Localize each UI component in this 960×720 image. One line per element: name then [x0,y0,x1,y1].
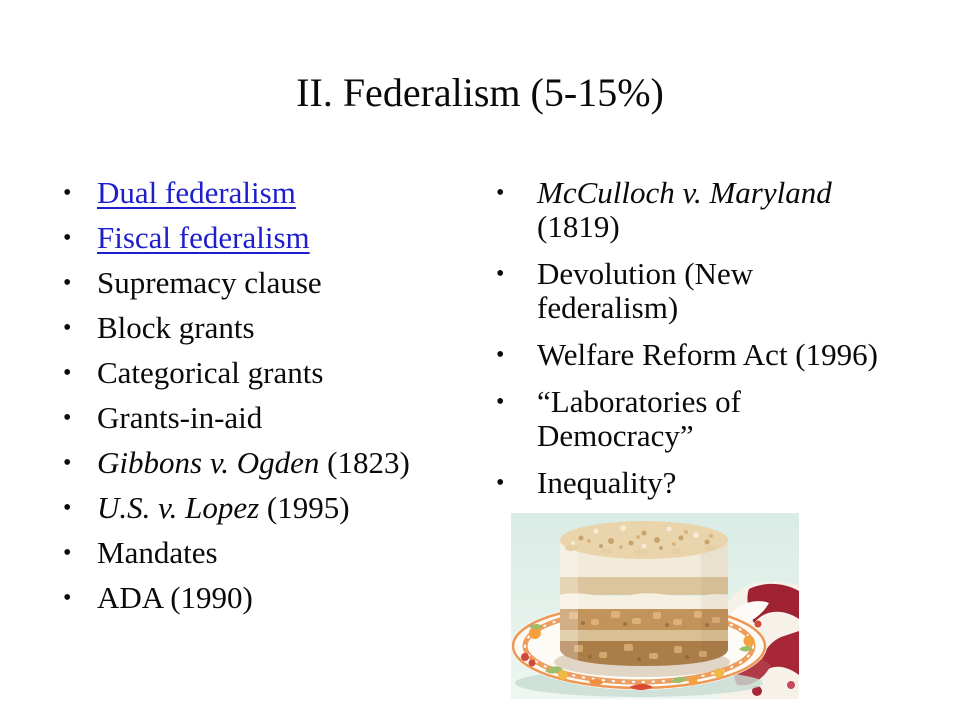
list-item-text: Gibbons v. Ogden (1823) [97,446,486,480]
text-run: Gibbons v. Ogden [97,445,320,480]
text-run: Grants-in-aid [97,400,263,435]
text-run: federalism) [537,290,679,325]
list-item-text: Mandates [97,536,486,570]
cake [560,521,728,666]
list-item-text: McCulloch v. Maryland (1819) [537,176,910,244]
list-item: • Dual federalism [62,176,486,210]
cake-crumble-top [560,521,728,559]
text-run: Devolution (New [537,256,754,291]
bullet-icon: • [496,342,505,368]
list-item: • U.S. v. Lopez (1995) [62,491,486,525]
text-run: Democracy” [537,418,694,453]
bullet-icon: • [63,495,72,521]
bullet-icon: • [63,270,72,296]
text-run: (1823) [319,445,410,480]
text-run: (1819) [537,209,620,244]
list-item-text: Supremacy clause [97,266,486,300]
list-item: • Categorical grants [62,356,486,390]
list-item-text: U.S. v. Lopez (1995) [97,491,486,525]
list-item: • Supremacy clause [62,266,486,300]
list-item: • ADA (1990) [62,581,486,615]
bullet-icon: • [63,450,72,476]
list-item: • Inequality? [495,466,910,500]
bullet-icon: • [63,360,72,386]
bullet-list-left: • Dual federalism • Fiscal federalism • Supre… [62,176,486,626]
text-run: U.S. v. Lopez [97,490,260,525]
link-dual-federalism[interactable]: Dual federalism [97,175,296,210]
list-item-text: Block grants [97,311,486,345]
text-run: Block grants [97,310,255,345]
bullet-icon: • [496,180,505,206]
text-run: (1995) [259,490,350,525]
list-item-text: Fiscal federalism [97,221,486,255]
list-item: • Grants-in-aid [62,401,486,435]
link-fiscal-federalism[interactable]: Fiscal federalism [97,220,310,255]
list-item-text: Grants-in-aid [97,401,486,435]
bullet-icon: • [496,470,505,496]
bullet-icon: • [63,585,72,611]
bullet-list-right: • McCulloch v. Maryland (1819) • Devolution … [495,176,910,513]
slide-title: II. Federalism (5-15%) [296,70,664,115]
list-item: • Fiscal federalism [62,221,486,255]
list-item: • Gibbons v. Ogden (1823) [62,446,486,480]
text-run: ADA (1990) [97,580,253,615]
plate-motifs [521,620,762,690]
list-item-text: Welfare Reform Act (1996) [537,338,910,372]
list-item-text: Categorical grants [97,356,486,390]
list-item: • Welfare Reform Act (1996) [495,338,910,372]
bullet-icon: • [63,315,72,341]
bullet-icon: • [63,405,72,431]
list-item-text: ADA (1990) [97,581,486,615]
layer-cake-photo [511,513,799,699]
list-item-text: Dual federalism [97,176,486,210]
bullet-icon: • [496,261,505,287]
text-run: Supremacy clause [97,265,322,300]
list-item: • “Laboratories of Democracy” [495,385,910,453]
list-item: • Devolution (New federalism) [495,257,910,325]
text-run: Mandates [97,535,218,570]
text-run: Categorical grants [97,355,324,390]
bullet-icon: • [63,180,72,206]
text-run: Welfare Reform Act (1996) [537,337,878,372]
list-item: • Mandates [62,536,486,570]
list-item-text: Inequality? [537,466,910,500]
text-run: McCulloch v. Maryland [537,175,832,210]
text-run: Inequality? [537,465,677,500]
list-item: • Block grants [62,311,486,345]
list-item: • McCulloch v. Maryland (1819) [495,176,910,244]
layer-cake-illustration [511,513,799,699]
bullet-icon: • [496,389,505,415]
text-run: “Laboratories of [537,384,741,419]
bullet-icon: • [63,225,72,251]
bullet-icon: • [63,540,72,566]
list-item-text: Devolution (New federalism) [537,257,910,325]
list-item-text: “Laboratories of Democracy” [537,385,910,453]
